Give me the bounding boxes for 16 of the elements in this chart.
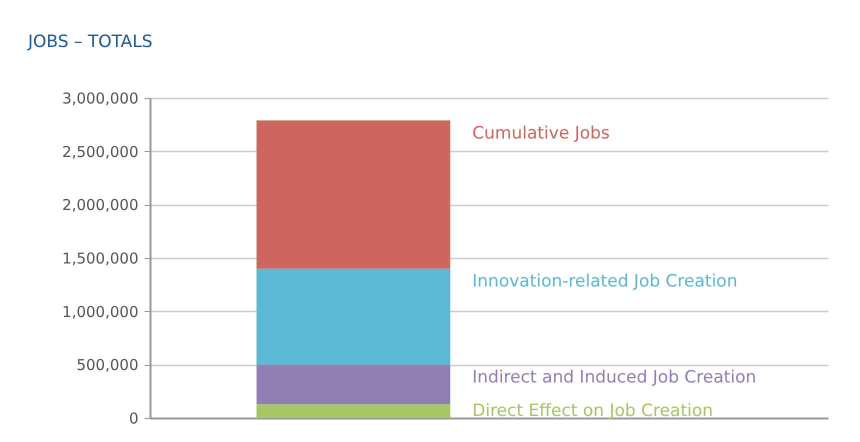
y-tick-label: 1,500,000 xyxy=(62,250,138,268)
y-tick-label: 500,000 xyxy=(76,356,138,374)
chart-title: JOBS – TOTALS xyxy=(27,32,153,52)
series-label: Indirect and Induced Job Creation xyxy=(472,368,756,388)
bar xyxy=(256,268,450,365)
series-label: Cumulative Jobs xyxy=(472,123,610,144)
bar xyxy=(256,120,450,269)
y-tick-label: 0 xyxy=(128,410,138,428)
series-label: Innovation-related Job Creation xyxy=(472,272,738,292)
y-tick-label: 1,000,000 xyxy=(62,302,138,321)
bar xyxy=(256,364,450,404)
bar xyxy=(256,404,450,418)
y-tick-label: 3,000,000 xyxy=(62,90,138,108)
series-label: Direct Effect on Job Creation xyxy=(472,401,714,422)
y-tick-label: 2,000,000 xyxy=(62,196,138,214)
y-tick-label: 2,500,000 xyxy=(62,142,138,161)
